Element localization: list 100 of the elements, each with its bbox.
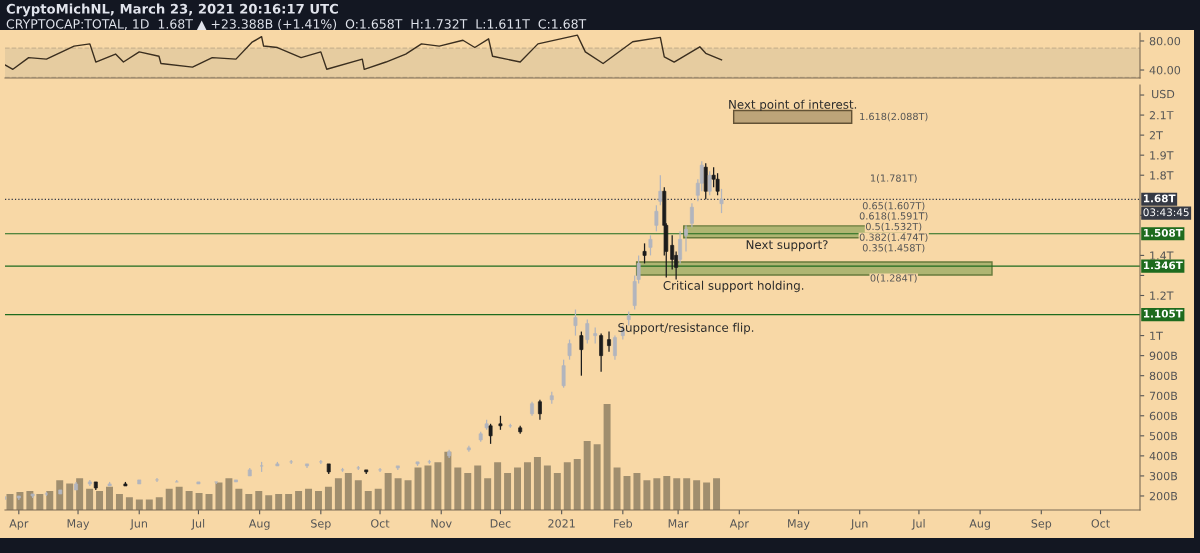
bar xyxy=(255,490,263,510)
annotation: 1.618(2.088T) xyxy=(860,112,928,122)
bar xyxy=(315,490,322,510)
annotation: Next point of interest. xyxy=(729,99,857,112)
text: 03:43:45 xyxy=(1143,208,1189,217)
y-tick-label: 700B xyxy=(1149,391,1178,401)
bar xyxy=(633,472,641,510)
candlestick xyxy=(689,202,694,228)
candlestick xyxy=(654,204,659,232)
bar xyxy=(444,451,452,510)
x-tick-label: Mar xyxy=(668,519,689,528)
bar xyxy=(36,494,44,510)
bar xyxy=(135,499,143,510)
bar xyxy=(613,467,621,510)
bar xyxy=(265,495,273,510)
bar xyxy=(514,467,521,510)
x-tick-label: Jul xyxy=(191,519,205,530)
bar xyxy=(464,472,472,510)
y-tick-label: 200B xyxy=(1149,491,1178,501)
candlestick xyxy=(719,188,724,214)
bar xyxy=(683,478,691,510)
annotation: Support/resistance flip. xyxy=(618,322,754,335)
candlestick xyxy=(642,242,647,265)
y-tick-label: 40.00 xyxy=(1149,65,1181,75)
ref-line-label: 1.105T xyxy=(1143,309,1183,318)
x-tick-label: Oct xyxy=(371,519,390,528)
x-tick-label: Apr xyxy=(729,519,749,530)
x-tick-label: Feb xyxy=(614,519,633,528)
candlestick xyxy=(567,338,572,361)
candlestick xyxy=(585,318,590,345)
bar xyxy=(106,486,113,510)
annotation: 0(1.284T) xyxy=(870,274,917,283)
bar xyxy=(185,490,193,510)
y-tick-label: 1.4T xyxy=(1150,251,1174,260)
bar xyxy=(673,478,681,510)
y-tick-label: 600B xyxy=(1149,411,1178,421)
annotation: 0.65(1.607T) xyxy=(862,201,925,211)
annotation: 0.5(1.532T) xyxy=(865,222,922,232)
bar xyxy=(305,488,313,510)
chart-title: CryptoMichNL, March 23, 2021 20:16:17 UTC xyxy=(6,3,338,17)
bar xyxy=(96,490,104,510)
candlestick xyxy=(648,234,653,257)
y-tick-label: 2T xyxy=(1149,131,1163,140)
y-tick-label: 1T xyxy=(1150,331,1163,340)
bar xyxy=(66,483,74,510)
bar xyxy=(76,478,84,510)
bar xyxy=(424,465,432,510)
bar xyxy=(703,482,711,510)
ref-line-label: 1.508T xyxy=(1143,228,1183,237)
x-tick-label: Nov xyxy=(431,519,452,528)
x-tick-label: Sep xyxy=(1031,519,1052,530)
bar xyxy=(155,497,163,510)
bar xyxy=(593,444,601,510)
ref-line-label: 1.68T xyxy=(1143,194,1176,203)
bar xyxy=(713,478,721,510)
candlestick xyxy=(488,423,493,445)
x-tick-label: Dec xyxy=(490,519,511,528)
bar xyxy=(663,476,671,510)
bar xyxy=(474,465,482,510)
annotation: Critical support holding. xyxy=(663,280,804,293)
bar xyxy=(374,488,382,510)
bar xyxy=(693,480,701,510)
bar xyxy=(573,459,581,510)
bar xyxy=(6,494,14,510)
bar xyxy=(653,478,661,510)
candlestick xyxy=(538,399,542,421)
bar xyxy=(295,490,303,510)
bar xyxy=(86,488,94,510)
y-tick-label: 500B xyxy=(1149,431,1178,441)
bar xyxy=(364,490,372,510)
y-tick-label: 800B xyxy=(1149,371,1178,381)
x-tick-label: Oct xyxy=(1091,519,1110,528)
bar xyxy=(523,462,531,510)
candlestick xyxy=(707,170,712,196)
y-tick-label: 2.1T xyxy=(1149,111,1174,120)
candlestick xyxy=(599,332,604,373)
bar xyxy=(145,499,153,510)
bar xyxy=(504,472,512,510)
bar xyxy=(484,478,492,510)
bar xyxy=(603,404,611,510)
x-tick-label: Jul xyxy=(911,519,925,530)
annotation: Next support? xyxy=(746,240,828,252)
bar xyxy=(384,472,392,510)
x-tick-label: Aug xyxy=(969,519,990,530)
candlestick xyxy=(573,308,578,337)
annotation: 1(1.781T) xyxy=(871,174,917,183)
candlestick xyxy=(561,359,566,389)
candlestick xyxy=(579,330,584,377)
y-tick-label: 400B xyxy=(1149,451,1178,461)
candlestick xyxy=(607,330,611,353)
x-tick-label: Sep xyxy=(311,519,331,530)
x-tick-label: 2021 xyxy=(548,519,575,528)
bar xyxy=(324,486,332,510)
y-tick-label: 1.9T xyxy=(1150,151,1174,160)
candlestick xyxy=(699,160,704,192)
y-tick-label: 900B xyxy=(1149,351,1178,361)
bar xyxy=(394,478,402,510)
bar xyxy=(583,441,591,510)
bar xyxy=(543,465,551,510)
bar xyxy=(215,482,223,510)
